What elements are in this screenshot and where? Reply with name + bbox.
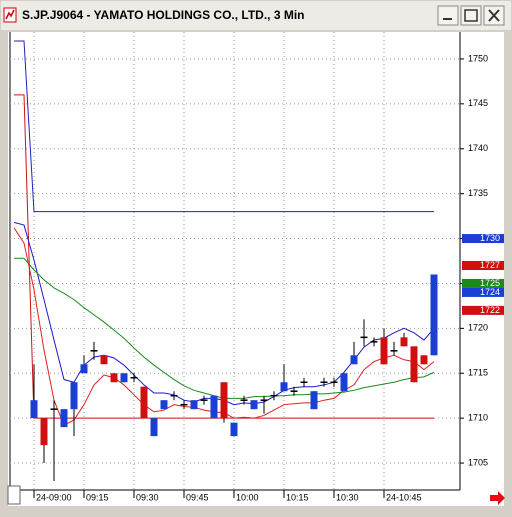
price-marker [462, 260, 504, 270]
price-marker-label: 1725 [480, 278, 500, 288]
x-tick-label: 09:45 [186, 492, 209, 502]
app-icon-graph [5, 9, 15, 20]
candle-body [400, 337, 408, 347]
candle-body [140, 386, 148, 419]
candle-body [220, 382, 228, 419]
scroll-right-arrow[interactable] [490, 491, 505, 505]
price-marker-label: 1724 [480, 287, 500, 297]
y-tick-label: 1750 [468, 53, 488, 63]
price-marker [462, 278, 504, 288]
x-tick-label: 09:15 [86, 492, 109, 502]
window-buttons [437, 5, 505, 26]
candle-body [110, 373, 118, 383]
plot-area: 1705 1710 1715 1720 1725 1730 1735 1740 1745 1750… [10, 32, 504, 502]
minimize-button[interactable] [437, 5, 459, 26]
y-tick-label: 1745 [468, 98, 488, 108]
candle-body [430, 274, 438, 356]
x-tick-label: 10:00 [236, 492, 259, 502]
scroll-box[interactable] [7, 485, 21, 505]
candle-body [210, 395, 218, 419]
candle-body [340, 373, 348, 392]
x-tick-label: 10:30 [336, 492, 359, 502]
price-marker [462, 305, 504, 315]
candle-body [150, 418, 158, 437]
window-title: S.JP.J9064 - YAMATO HOLDINGS CO., LTD., … [22, 8, 305, 22]
candle-body [380, 337, 388, 365]
price-marker-label: 1730 [480, 233, 500, 243]
candle-body [60, 409, 68, 428]
candle-body [250, 400, 258, 410]
y-tick-label: 1720 [468, 323, 488, 333]
price-marker [462, 234, 504, 244]
candle-body [190, 400, 198, 410]
candle-body [160, 400, 168, 410]
y-tick-label: 1735 [468, 188, 488, 198]
candle-body [120, 373, 128, 383]
x-tick-label: 24-09:00 [36, 492, 72, 502]
x-tick-label: 09:30 [136, 492, 159, 502]
title-bar [1, 1, 511, 30]
candle-body [100, 355, 108, 365]
price-marker [462, 287, 504, 297]
price-marker-label: 1727 [480, 260, 500, 270]
candle-body [80, 364, 88, 374]
candle-body [280, 382, 288, 392]
y-tick-label: 1715 [468, 368, 488, 378]
x-tick-label: 10:15 [286, 492, 309, 502]
chart-panel [8, 32, 504, 506]
maximize-icon [464, 9, 478, 22]
y-tick-label: 1705 [468, 457, 488, 467]
indicator-line [14, 40, 434, 213]
candle-body [70, 382, 78, 410]
candle-body [350, 355, 358, 365]
maximize-button[interactable] [460, 5, 482, 26]
candle-body [410, 346, 418, 383]
candle-body [230, 422, 238, 437]
candle-body [420, 355, 428, 365]
y-tick-label: 1740 [468, 143, 488, 153]
candle-body [310, 391, 318, 410]
minimize-icon [443, 18, 452, 20]
close-icon [488, 9, 500, 22]
price-marker-label: 1722 [480, 305, 500, 315]
candle-body [30, 400, 38, 419]
y-tick-label: 1710 [468, 413, 488, 423]
candle-body [40, 418, 48, 446]
x-tick-label: 24-10:45 [386, 492, 422, 502]
